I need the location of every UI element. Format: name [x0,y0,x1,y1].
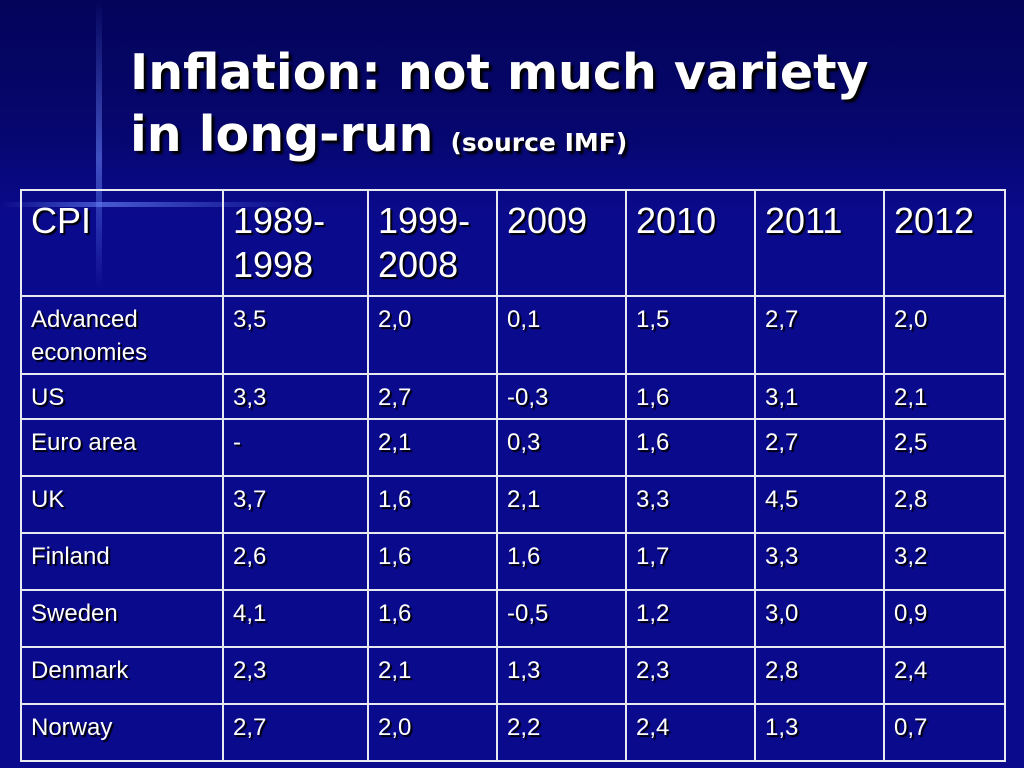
cell: 3,0 [754,589,885,648]
cell: 2,7 [754,418,885,477]
cell: 1,3 [496,646,627,705]
slide-title: Inflation: not much variety in long-run (… [130,42,990,174]
inflation-table: CPI 1989-1998 1999-2008 2009 2010 2011 2… [20,189,1006,762]
cell: 2,0 [883,295,1006,375]
slide-header-band [0,0,1024,215]
cell: 2,0 [367,295,498,375]
cell: 2,8 [883,475,1006,534]
cell: 1,5 [625,295,756,375]
row-label: Denmark [20,646,224,705]
row-label: Advanced economies [20,295,224,375]
table-row: US 3,3 2,7 -0,3 1,6 3,1 2,1 [20,373,1006,420]
cell: - [222,418,369,477]
cell: 2,0 [367,703,498,762]
table-row: Denmark 2,3 2,1 1,3 2,3 2,8 2,4 [20,646,1006,705]
header-2009: 2009 [496,189,627,297]
cell: 4,1 [222,589,369,648]
decorative-vertical-glow [96,0,102,290]
table-row: Euro area - 2,1 0,3 1,6 2,7 2,5 [20,418,1006,477]
row-label: Finland [20,532,224,591]
cell: 1,2 [625,589,756,648]
cell: 2,3 [222,646,369,705]
cell: 4,5 [754,475,885,534]
cell: -0,5 [496,589,627,648]
cell: 2,4 [625,703,756,762]
cell: 2,7 [222,703,369,762]
cell: 3,2 [883,532,1006,591]
cell: 0,3 [496,418,627,477]
cell: 2,3 [625,646,756,705]
header-2011: 2011 [754,189,885,297]
header-2012: 2012 [883,189,1006,297]
cell: 1,6 [367,589,498,648]
cell: 3,1 [754,373,885,420]
row-label: Sweden [20,589,224,648]
row-label: Euro area [20,418,224,477]
cell: 2,2 [496,703,627,762]
table-row: Sweden 4,1 1,6 -0,5 1,2 3,0 0,9 [20,589,1006,648]
title-line-2: in long-run [130,106,434,163]
cell: 0,1 [496,295,627,375]
cell: 2,7 [367,373,498,420]
cell: 0,9 [883,589,1006,648]
cell: 1,7 [625,532,756,591]
header-cpi: CPI [20,189,224,297]
cell: 1,6 [367,475,498,534]
table-row: Norway 2,7 2,0 2,2 2,4 1,3 0,7 [20,703,1006,762]
cell: 2,7 [754,295,885,375]
title-line-1: Inflation: not much variety [130,44,869,101]
cell: 2,1 [883,373,1006,420]
row-label: UK [20,475,224,534]
cell: 3,3 [625,475,756,534]
table-header-row: CPI 1989-1998 1999-2008 2009 2010 2011 2… [20,189,1006,297]
table-row: Advanced economies 3,5 2,0 0,1 1,5 2,7 2… [20,295,1006,375]
cell: 3,5 [222,295,369,375]
header-1989-1998: 1989-1998 [222,189,369,297]
cell: 2,4 [883,646,1006,705]
cell: 1,6 [367,532,498,591]
cell: 1,6 [625,373,756,420]
header-2010: 2010 [625,189,756,297]
cell: 2,1 [367,646,498,705]
cell: 2,5 [883,418,1006,477]
cell: 1,3 [754,703,885,762]
table-row: Finland 2,6 1,6 1,6 1,7 3,3 3,2 [20,532,1006,591]
cell: 3,7 [222,475,369,534]
cell: 3,3 [754,532,885,591]
row-label: Norway [20,703,224,762]
cell: 2,8 [754,646,885,705]
cell: 1,6 [625,418,756,477]
cell: -0,3 [496,373,627,420]
cell: 2,1 [496,475,627,534]
header-1999-2008: 1999-2008 [367,189,498,297]
cell: 2,6 [222,532,369,591]
cell: 0,7 [883,703,1006,762]
cell: 2,1 [367,418,498,477]
row-label: US [20,373,224,420]
cell: 3,3 [222,373,369,420]
title-source: (source IMF) [450,128,628,157]
table-row: UK 3,7 1,6 2,1 3,3 4,5 2,8 [20,475,1006,534]
cell: 1,6 [496,532,627,591]
